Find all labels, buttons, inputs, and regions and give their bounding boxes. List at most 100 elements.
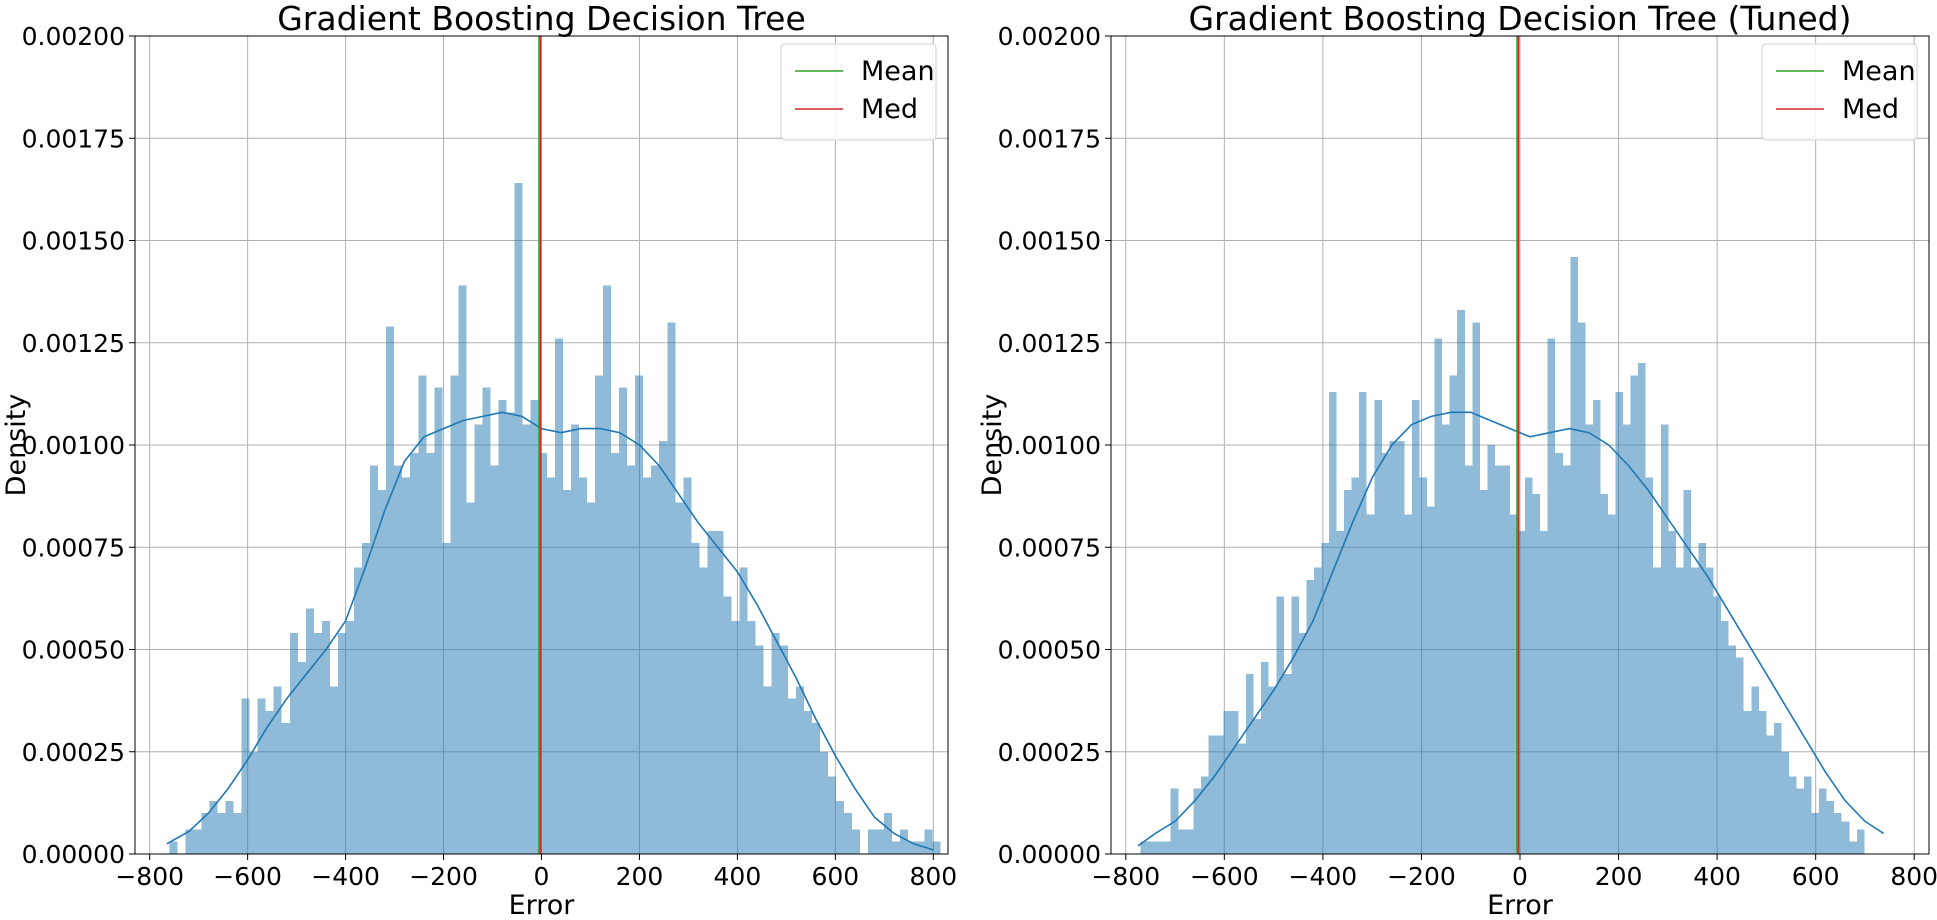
histogram-bar	[1804, 776, 1812, 854]
histogram-bar	[1856, 829, 1865, 854]
histogram-bar	[635, 375, 644, 854]
histogram-bar	[1479, 489, 1488, 854]
histogram-bar	[699, 567, 708, 854]
y-tick-label: 0.00150	[22, 227, 125, 256]
histogram-bar	[1721, 620, 1729, 854]
chart-panel-right: −800 −600 −400 −200 0 200 400 600 8000.000000.00…	[977, 0, 1937, 920]
histogram-bar	[763, 686, 772, 854]
histogram-bar	[1268, 686, 1277, 854]
histogram-bar	[1313, 567, 1322, 854]
histogram-bar	[1140, 841, 1149, 854]
x-tick-label: 0	[1512, 862, 1528, 891]
x-tick-label: −800	[115, 862, 184, 891]
histogram-bar	[1457, 310, 1465, 854]
histogram-bar	[1841, 821, 1850, 854]
y-tick-label: 0.00175	[998, 124, 1101, 153]
histogram-bar	[659, 440, 668, 854]
histogram-bar	[1675, 567, 1684, 854]
histogram-bar	[1623, 424, 1631, 854]
histogram-bar	[1246, 674, 1254, 854]
y-axis: 0.00000 0.00025 0.00050 0.00075 0.00100 0.001…	[22, 22, 135, 869]
histogram-bar	[1525, 477, 1533, 854]
histogram-bar	[1819, 788, 1827, 854]
histogram-bar	[1336, 530, 1345, 854]
histogram-bar	[402, 477, 411, 854]
histogram-bar	[1283, 674, 1292, 854]
histogram-bar	[586, 502, 595, 854]
histogram-bar	[169, 841, 178, 854]
histogram-bar	[1427, 506, 1435, 854]
histogram-bar	[233, 813, 242, 854]
histogram-bar	[667, 322, 676, 854]
y-tick-label: 0.00175	[22, 124, 125, 153]
histogram-bar	[1193, 788, 1201, 854]
histogram-bar	[1638, 363, 1646, 854]
histogram-bar	[731, 620, 740, 854]
histogram-bar	[1464, 465, 1473, 854]
legend: Mean Med	[780, 43, 937, 141]
histogram-bar	[1751, 686, 1759, 854]
y-axis-label: Density	[1, 394, 32, 497]
legend: Mean Med	[1761, 43, 1918, 141]
legend-label: Mean	[861, 56, 935, 87]
histogram-bar	[1449, 375, 1458, 854]
histogram-bar	[1796, 788, 1805, 854]
histogram-bar	[916, 841, 925, 854]
x-axis: −800 −600 −400 −200 0 200 400 600 800	[115, 854, 957, 891]
histogram-bar	[378, 489, 387, 854]
histogram-bar	[386, 326, 395, 854]
histogram-bar	[530, 400, 539, 854]
histogram-bar	[1706, 567, 1714, 854]
histogram-bar	[924, 829, 933, 854]
histogram-bar	[1713, 596, 1722, 854]
histogram-bar	[257, 698, 266, 854]
histogram-bar	[410, 453, 419, 854]
histogram-bar	[1849, 841, 1857, 854]
histogram-bar	[418, 375, 427, 854]
histogram-bar	[362, 543, 371, 854]
histogram-bar	[1200, 776, 1209, 854]
histogram-bar	[1540, 530, 1548, 854]
histogram-bar	[1374, 400, 1382, 854]
histogram-bar	[1773, 723, 1782, 854]
histogram-bar	[305, 608, 314, 854]
histogram-bar	[715, 530, 724, 854]
histogram-bar	[1547, 338, 1556, 854]
histogram-bar	[354, 567, 363, 854]
x-axis-label: Error	[1487, 890, 1554, 920]
histogram-bar	[1781, 751, 1789, 854]
histogram-bar	[498, 400, 507, 854]
histogram-bar	[827, 776, 836, 854]
histogram-bar	[1826, 800, 1835, 854]
histogram-bar	[1185, 829, 1194, 854]
histogram-bar	[1690, 567, 1699, 854]
chart-panel-left: −800 −600 −400 −200 0 200 400 600 8000.000000.00…	[1, 0, 957, 920]
histogram-bar	[852, 829, 861, 854]
y-tick-label: 0.00200	[22, 22, 125, 51]
histogram-bar	[554, 338, 563, 854]
y-tick-label: 0.00125	[998, 329, 1101, 358]
histogram-bar	[675, 502, 684, 854]
histogram-bar	[892, 841, 901, 854]
histogram-bars	[169, 183, 941, 855]
histogram-bar	[1736, 657, 1744, 854]
histogram-bar	[1178, 829, 1186, 854]
histogram-bar	[313, 633, 322, 854]
histogram-bar	[321, 620, 330, 854]
histogram-bar	[908, 841, 917, 854]
histogram-bar	[562, 489, 571, 854]
histogram-bar	[209, 800, 218, 854]
histogram-bar	[779, 645, 788, 854]
histogram-bar	[747, 620, 756, 854]
x-tick-label: 400	[1693, 862, 1741, 891]
histogram-bar	[1231, 710, 1239, 854]
histogram-bar	[1155, 841, 1164, 854]
y-tick-label: 0.00025	[22, 738, 125, 767]
histogram-bar	[1585, 424, 1593, 854]
histogram-bar	[868, 829, 877, 854]
x-tick-label: 600	[811, 862, 859, 891]
histogram-bar	[739, 567, 748, 854]
histogram-bar	[1788, 776, 1797, 854]
histogram-bar	[1683, 489, 1691, 854]
histogram-bar	[594, 375, 604, 854]
